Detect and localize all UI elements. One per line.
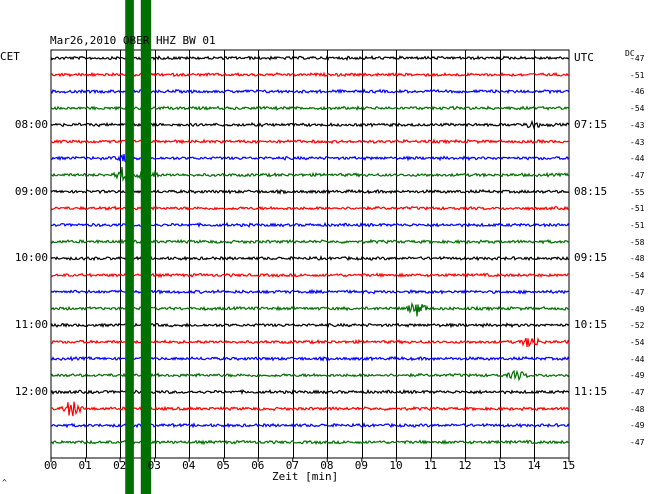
dc-offset-label: -43: [630, 137, 645, 147]
seismic-trace: [50, 138, 570, 145]
x-tick-label: 09: [354, 459, 369, 472]
dc-offset-label: -54: [630, 337, 645, 347]
dc-offset-label: -49: [630, 421, 645, 431]
seismic-trace: [51, 422, 570, 429]
saturated-band: [140, 0, 152, 494]
dc-offset-label: -51: [630, 221, 645, 230]
x-tick-label: 12: [458, 459, 472, 472]
x-tick-label: 11: [423, 459, 438, 472]
plot-frame: [50, 49, 570, 459]
seismic-trace: [50, 301, 570, 317]
x-tick-label: 03: [147, 459, 161, 472]
seismic-trace: [50, 154, 570, 166]
seismic-trace: [50, 54, 570, 62]
x-tick-label: 13: [492, 459, 507, 472]
dc-offset-label: -44: [630, 154, 645, 164]
seismic-trace: [50, 188, 570, 195]
seismic-trace: [50, 221, 570, 229]
seismic-trace: [50, 336, 570, 348]
dc-offset-label: -52: [630, 321, 645, 331]
dc-header-label: DC: [625, 49, 635, 58]
dc-offset-label: -47: [630, 438, 645, 448]
dc-offset-label: -43: [630, 120, 645, 130]
footer-mark: ^: [2, 478, 7, 487]
dc-offset-label: -55: [630, 187, 645, 197]
x-tick-label: 14: [527, 459, 541, 472]
seismic-trace: [50, 255, 570, 262]
right-hour-label: 10:15: [574, 318, 608, 332]
x-tick-label: 01: [78, 459, 92, 472]
seismic-trace: [50, 88, 570, 95]
x-tick-label: 00: [44, 459, 58, 472]
seismic-trace: [50, 439, 570, 446]
dc-offset-label: -51: [630, 70, 645, 80]
chart-title: Mar26,2010 OBER HHZ BW 01: [50, 34, 216, 47]
right-hour-label: 08:15: [574, 184, 608, 198]
seismic-trace: [50, 288, 570, 295]
x-tick-label: 08: [320, 459, 334, 472]
seismic-trace: [50, 401, 570, 417]
dc-offset-label: -54: [630, 104, 645, 114]
seismic-trace: [50, 369, 570, 382]
dc-offset-label: -47: [630, 170, 645, 180]
x-tick-label: 15: [562, 459, 576, 472]
seismic-trace: [50, 104, 570, 111]
seismic-trace: [50, 119, 570, 131]
x-tick-label: 05: [216, 459, 230, 472]
seismic-trace: [50, 355, 570, 362]
dc-offset-label: -44: [630, 354, 645, 364]
dc-offset-label: -54: [630, 271, 645, 281]
right-hour-label: 07:15: [574, 117, 608, 131]
dc-offset-label: -47: [630, 287, 645, 297]
seismic-trace: [50, 71, 570, 78]
x-axis-label: Zeit [min]: [272, 470, 339, 483]
dc-offset-label: -47: [630, 54, 645, 63]
seismic-trace: [50, 272, 570, 279]
seismic-trace: [50, 388, 570, 396]
dc-offset-label: -49: [630, 304, 645, 314]
dc-offset-label: -49: [630, 371, 645, 381]
dc-offset-label: -48: [630, 404, 645, 414]
seismic-trace: [50, 205, 570, 212]
left-timezone-label: CET: [0, 50, 20, 63]
left-hour-label: 08:00: [14, 117, 48, 131]
seismic-trace: [50, 238, 570, 245]
seismic-trace: [50, 167, 570, 183]
left-hour-label: 12:00: [14, 385, 48, 398]
dc-offset-label: -48: [630, 254, 645, 264]
dc-offset-label: -58: [630, 237, 645, 247]
x-tick-label: 07: [285, 459, 299, 472]
right-hour-label: 09:15: [574, 251, 608, 265]
saturated-band: [125, 0, 134, 494]
x-tick-label: 06: [251, 459, 265, 472]
dc-offset-label: -51: [630, 204, 645, 214]
dc-offset-label: -47: [630, 388, 645, 397]
left-hour-label: 09:00: [14, 184, 48, 198]
x-tick-label: 10: [389, 459, 403, 472]
left-hour-label: 11:00: [14, 318, 48, 332]
x-tick-label: 02: [113, 459, 127, 472]
right-hour-label: 11:15: [574, 385, 608, 398]
right-hour-label: UTC: [574, 51, 594, 64]
x-tick-label: 04: [182, 459, 196, 472]
seismic-trace: [50, 322, 570, 329]
dc-offset-label: -46: [630, 87, 645, 97]
left-hour-label: 10:00: [14, 251, 48, 265]
